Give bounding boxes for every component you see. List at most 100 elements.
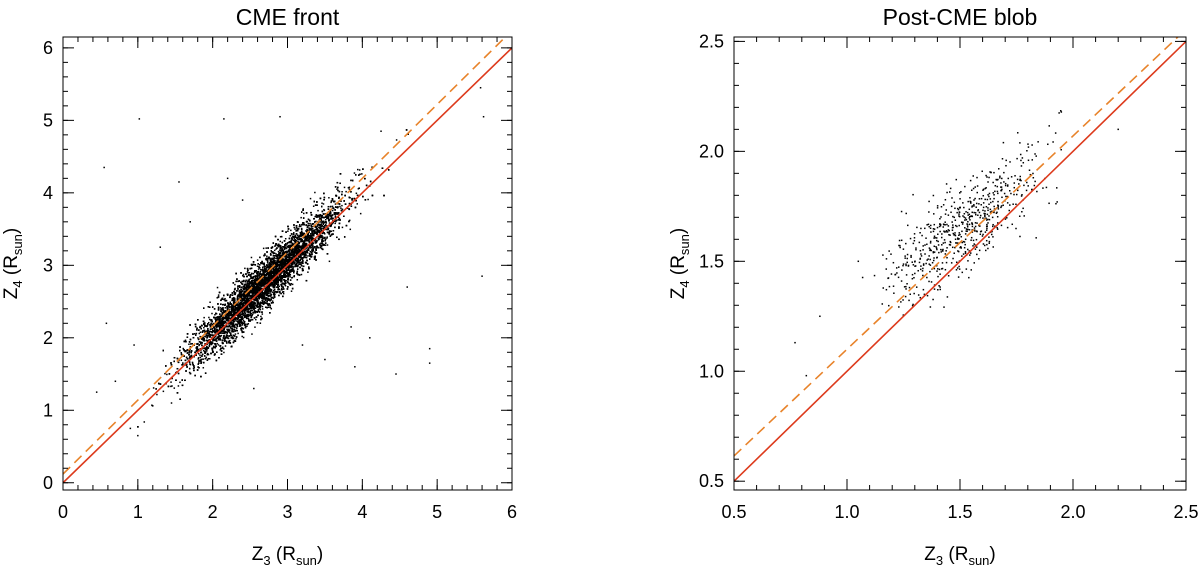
scatter-point [177, 385, 180, 387]
scatter-point [206, 348, 208, 351]
scatter-point [325, 222, 328, 224]
scatter-point [281, 257, 284, 260]
scatter-point [250, 303, 253, 305]
scatter-point [289, 276, 291, 278]
scatter-point [357, 187, 360, 190]
scatter-point [241, 311, 243, 314]
scatter-point [206, 343, 208, 346]
scatter-point [326, 237, 328, 239]
scatter-point [166, 373, 168, 376]
scatter-point [203, 316, 205, 319]
scatter-point [232, 307, 234, 309]
scatter-point [278, 285, 281, 288]
scatter-point [334, 215, 337, 217]
scatter-point [326, 236, 328, 238]
scatter-point [300, 263, 302, 266]
scatter-point [287, 277, 289, 279]
scatter-point [290, 229, 292, 232]
scatter-point [193, 333, 196, 335]
scatter-point [223, 351, 225, 354]
scatter-point [284, 238, 287, 240]
scatter-point [296, 271, 298, 273]
scatter-point [257, 303, 260, 305]
scatter-point [323, 209, 326, 212]
scatter-point [268, 262, 271, 264]
scatter-point [198, 332, 201, 335]
scatter-point [244, 267, 246, 270]
scatter-point [191, 361, 194, 364]
scatter-point [197, 357, 200, 359]
scatter-point [232, 337, 235, 339]
scatter-point [221, 332, 224, 334]
scatter-point [207, 353, 210, 356]
scatter-point [274, 245, 276, 247]
scatter-point [238, 291, 241, 294]
scatter-point [286, 254, 288, 256]
scatter-point [308, 252, 311, 255]
scatter-point [218, 327, 221, 329]
scatter-point [273, 267, 275, 269]
scatter-point [341, 208, 344, 211]
scatter-point [325, 218, 327, 221]
scatter-point [285, 257, 288, 260]
scatter-point [187, 349, 189, 352]
scatter-point [316, 214, 319, 217]
scatter-point [259, 277, 261, 279]
scatter-point [272, 279, 275, 282]
scatter-point [221, 313, 223, 315]
scatter-point [242, 285, 245, 288]
scatter-point [152, 387, 155, 389]
scatter-point [305, 230, 307, 232]
scatter-point [245, 284, 247, 286]
scatter-point [212, 339, 215, 342]
scatter-point [282, 292, 285, 295]
scatter-point [308, 218, 310, 221]
scatter-point [319, 225, 322, 227]
scatter-point [236, 296, 239, 298]
scatter-point [269, 290, 272, 293]
scatter-point [351, 199, 353, 201]
scatter-point [300, 235, 302, 238]
scatter-point [234, 292, 237, 294]
scatter-point [245, 298, 247, 301]
scatter-point [233, 291, 236, 294]
scatter-point [256, 259, 259, 261]
scatter-point [287, 272, 289, 274]
scatter-point [285, 244, 287, 246]
scatter-point [255, 318, 257, 321]
scatter-point [290, 256, 292, 259]
scatter-point [238, 293, 241, 296]
scatter-point [268, 264, 271, 267]
scatter-point [269, 306, 272, 309]
scatter-point [256, 275, 258, 278]
scatter-point [257, 285, 259, 288]
scatter-point [208, 318, 211, 321]
scatter-point [227, 329, 230, 332]
scatter-point [206, 350, 208, 352]
scatter-point [247, 272, 249, 274]
scatter-point [232, 322, 235, 324]
scatter-point [326, 228, 328, 231]
scatter-point [189, 343, 192, 345]
scatter-point [255, 290, 258, 292]
scatter-point [285, 256, 287, 258]
scatter-point [245, 279, 247, 282]
scatter-point [281, 258, 284, 261]
scatter-point [261, 270, 264, 272]
scatter-point [269, 285, 271, 287]
scatter-point [209, 301, 211, 304]
scatter-point [258, 287, 260, 289]
scatter-point [307, 271, 309, 273]
scatter-point [265, 288, 267, 291]
scatter-point [310, 237, 312, 240]
scatter-point [170, 385, 172, 388]
scatter-point [329, 218, 332, 220]
scatter-point [353, 172, 356, 174]
scatter-point [226, 332, 229, 334]
scatter-point [219, 307, 222, 309]
scatter-point [282, 271, 284, 273]
scatter-point [257, 275, 259, 278]
scatter-point [245, 300, 247, 303]
scatter-point [314, 225, 316, 227]
